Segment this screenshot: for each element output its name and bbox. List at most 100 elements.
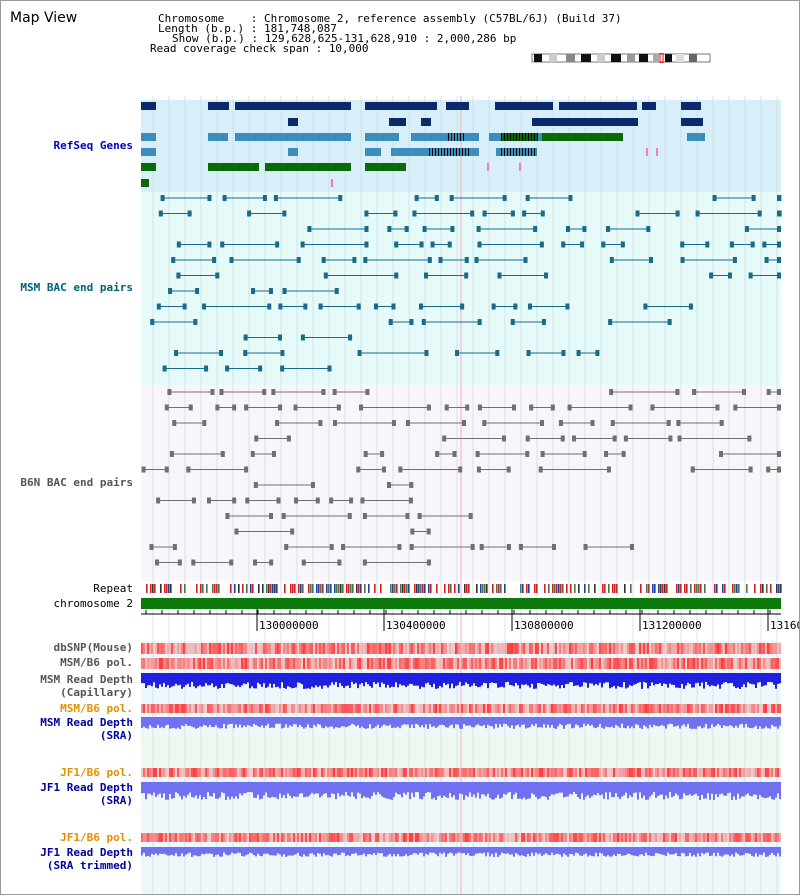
msm-b6-pol-2-heat xyxy=(539,704,541,713)
msm-depth-cap-bar xyxy=(579,673,581,687)
jf1-b6-pol-2-heat xyxy=(151,833,153,842)
msm-depth-sra-bar xyxy=(329,717,331,727)
msm-read-depth-cap-label-1[interactable]: MSM Read Depth xyxy=(40,673,133,686)
jf1-depth-trim-bar xyxy=(453,847,455,856)
msm-depth-cap-bar xyxy=(363,673,365,687)
repeat-element xyxy=(360,584,362,593)
msm-b6-pol-heat xyxy=(641,658,643,669)
jf1-depth-sra-bar xyxy=(685,782,687,796)
jf1-depth-sra-bar xyxy=(255,782,257,799)
jf1-depth-sra-bar xyxy=(313,782,315,795)
msm-b6-pol-heat xyxy=(495,658,497,669)
b6n-bac-pair xyxy=(332,389,337,395)
msm-depth-cap-bar xyxy=(699,673,701,687)
jf1-b6-pol-heat xyxy=(301,768,303,777)
jf1-b6-pol-2-heat xyxy=(403,833,405,842)
msm-b6-pol-2-heat xyxy=(725,704,727,713)
repeat-element xyxy=(276,584,278,593)
msm-b6-pol-heat xyxy=(687,658,689,669)
jf1-depth-trim-bar xyxy=(755,847,757,854)
b6n-bac-pair xyxy=(506,466,511,473)
msm-b6-pol-heat xyxy=(265,658,267,669)
repeat-element xyxy=(268,584,270,593)
msm-depth-sra-bar xyxy=(657,717,659,727)
repeat-element xyxy=(302,584,304,593)
jf1-b6-pol-2-heat xyxy=(165,833,167,842)
b6n-bac-label[interactable]: B6N BAC end pairs xyxy=(20,476,133,489)
msm-b6-pol-2-heat xyxy=(701,704,703,713)
msm-b6-pol-2-label[interactable]: MSM/B6 pol. xyxy=(60,702,133,715)
msm-b6-pol-heat xyxy=(579,658,581,669)
msm-depth-sra-bar xyxy=(275,717,277,724)
dbsnp-heat xyxy=(565,643,567,654)
jf1-depth-trim-bar xyxy=(487,847,489,853)
jf1-depth-sra-bar xyxy=(561,782,563,793)
msm-bac-pair xyxy=(204,365,209,372)
msm-bac-pair xyxy=(748,272,753,279)
jf1-depth-trim-bar xyxy=(477,847,479,854)
msm-read-depth-sra-label-1[interactable]: MSM Read Depth xyxy=(40,716,133,729)
msm-depth-sra-bar xyxy=(583,717,585,724)
jf1-b6-pol-2-heat xyxy=(171,833,173,842)
dbsnp-heat xyxy=(389,643,391,654)
jf1-b6-pol-heat xyxy=(619,768,621,777)
jf1-depth-sra-bar xyxy=(563,782,565,798)
msm-depth-sra-bar xyxy=(779,717,781,726)
dbsnp-heat xyxy=(723,643,725,654)
jf1-depth-sra-bar xyxy=(697,782,699,796)
msm-depth-sra-bar xyxy=(683,717,685,725)
jf1-b6-pol-2-heat xyxy=(491,833,493,842)
msm-depth-sra-bar xyxy=(205,717,207,726)
msm-depth-cap-bar xyxy=(477,673,479,688)
msm-depth-cap-bar xyxy=(651,673,653,683)
jf1-read-depth-sra-label-1[interactable]: JF1 Read Depth xyxy=(40,781,133,794)
jf1-b6-pol-2-heat xyxy=(237,833,239,842)
jf1-b6-pol-2-label[interactable]: JF1/B6 pol. xyxy=(60,831,133,844)
msm-b6-pol-2-heat xyxy=(275,704,277,713)
msm-depth-sra-bar xyxy=(357,717,359,726)
dbsnp-heat xyxy=(215,643,217,654)
jf1-depth-trim-bar xyxy=(183,847,185,857)
msm-depth-sra-bar xyxy=(687,717,689,724)
repeat-element xyxy=(200,584,202,593)
gene-feature xyxy=(525,133,526,141)
jf1-b6-pol-2-heat xyxy=(167,833,169,842)
jf1-b6-pol-label[interactable]: JF1/B6 pol. xyxy=(60,766,133,779)
jf1-b6-pol-heat xyxy=(293,768,295,777)
msm-b6-pol-label[interactable]: MSM/B6 pol. xyxy=(60,656,133,669)
msm-depth-cap-bar xyxy=(619,673,621,688)
msm-b6-pol-heat xyxy=(189,658,191,669)
refseq-genes-label[interactable]: RefSeq Genes xyxy=(53,139,133,152)
repeat-element xyxy=(352,584,354,593)
dbsnp-heat xyxy=(755,643,757,654)
jf1-depth-sra-bar xyxy=(141,782,143,794)
jf1-depth-trim-bar xyxy=(655,847,657,854)
msm-depth-cap-bar xyxy=(243,673,245,684)
msm-bac-label[interactable]: MSM BAC end pairs xyxy=(20,281,133,294)
dbsnp-heat xyxy=(383,643,385,654)
msm-b6-pol-2-heat xyxy=(229,704,231,713)
dbsnp-label[interactable]: dbSNP(Mouse) xyxy=(53,641,133,654)
dbsnp-heat xyxy=(693,643,695,654)
jf1-read-depth-trim-label-1[interactable]: JF1 Read Depth xyxy=(40,846,133,859)
jf1-depth-sra-bar xyxy=(415,782,417,793)
dbsnp-heat xyxy=(571,643,573,654)
msm-b6-pol-heat xyxy=(613,658,615,669)
chromosome-ideogram[interactable] xyxy=(531,53,711,63)
msm-b6-pol-2-heat xyxy=(211,704,213,713)
msm-depth-sra-bar xyxy=(199,717,201,727)
msm-bac-pair xyxy=(750,241,755,248)
msm-depth-cap-bar xyxy=(149,673,151,686)
jf1-depth-sra-bar xyxy=(651,782,653,795)
msm-bac-pair xyxy=(387,226,392,232)
b6n-bac-pair xyxy=(612,435,617,442)
msm-b6-pol-heat xyxy=(385,658,387,669)
jf1-depth-trim-bar xyxy=(193,847,195,856)
gene-feature xyxy=(519,148,520,156)
msm-b6-pol-2-heat xyxy=(705,704,707,713)
msm-depth-cap-bar xyxy=(773,673,775,685)
repeat-element xyxy=(300,584,302,593)
jf1-b6-pol-heat xyxy=(765,768,767,777)
msm-b6-pol-2-heat xyxy=(155,704,157,713)
